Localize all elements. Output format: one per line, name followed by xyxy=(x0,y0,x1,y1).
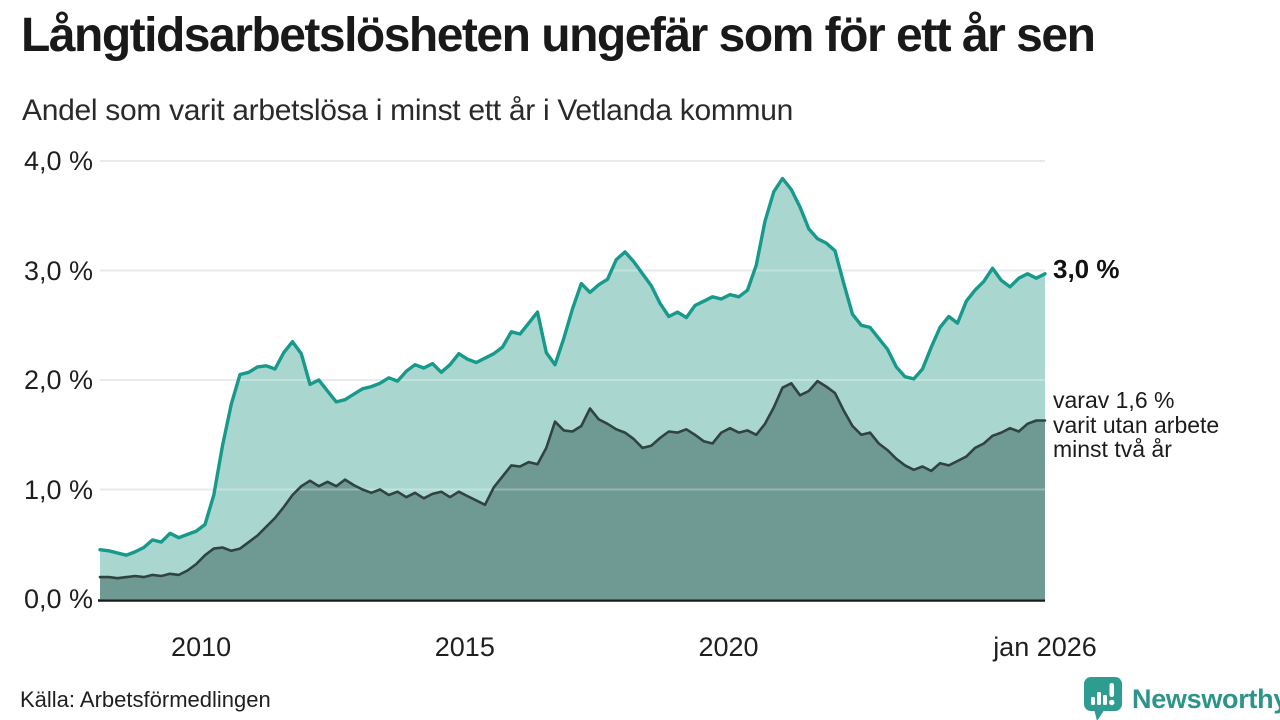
chart-subtitle: Andel som varit arbetslösa i minst ett å… xyxy=(22,94,793,127)
source-note: Källa: Arbetsförmedlingen xyxy=(20,687,271,712)
x-axis-tick-label: 2010 xyxy=(171,632,232,662)
x-axis-tick-label: 2020 xyxy=(698,632,759,662)
series-secondary-end-label: varav 1,6 % varit utan arbete minst två … xyxy=(1053,388,1219,462)
series-secondary-end-label-line1: varav 1,6 % xyxy=(1053,387,1175,413)
series-secondary-end-label-line2: varit utan arbete xyxy=(1053,411,1220,438)
series-total-end-label: 3,0 % xyxy=(1053,253,1120,284)
y-axis-tick-label: 3,0 % xyxy=(23,255,93,286)
page-title: Långtidsarbetslösheten ungefär som för e… xyxy=(21,9,1096,62)
y-axis-tick-label: 2,0 % xyxy=(23,365,93,395)
y-axis-tick-label: 4,0 % xyxy=(23,146,93,176)
series-area-1 xyxy=(100,381,1045,599)
series-line-0 xyxy=(98,176,1047,557)
x-axis-tick-label: 2015 xyxy=(434,632,495,662)
series-line-1 xyxy=(98,379,1047,580)
newsworthy-logo: Newsworthy xyxy=(1083,676,1280,720)
brand-name: Newsworthy xyxy=(1132,683,1280,714)
y-axis-tick-label: 0,0 % xyxy=(23,584,93,614)
y-axis-tick-label: 1,0 % xyxy=(23,474,93,505)
series-secondary-end-label-line3: minst två år xyxy=(1053,436,1172,462)
x-axis-tick-label: jan 2026 xyxy=(993,632,1097,662)
bar-chart-speech-bubble-icon xyxy=(1084,677,1122,720)
